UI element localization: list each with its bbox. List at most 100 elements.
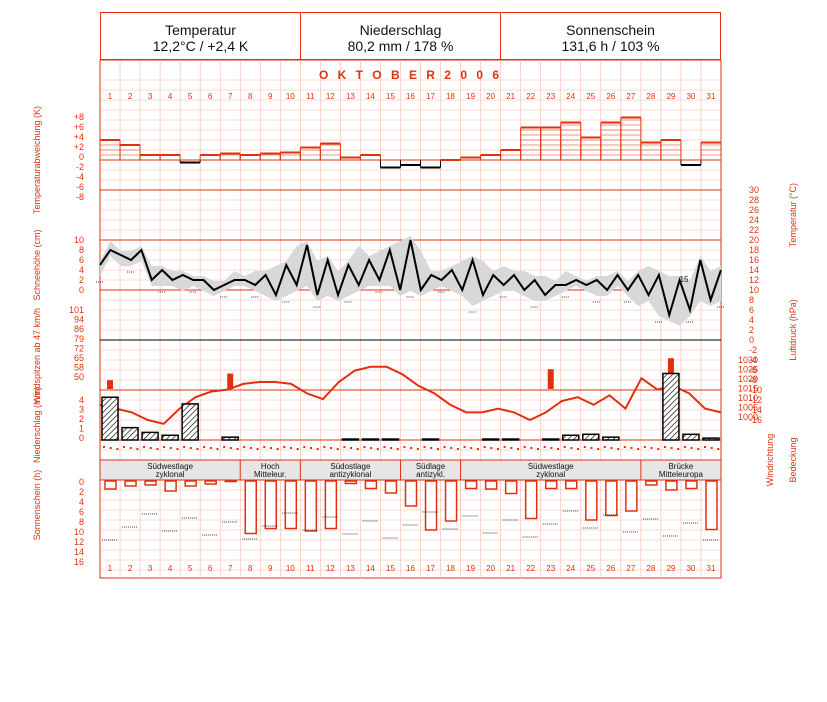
sunshine-bar bbox=[144, 480, 157, 486]
wind-dir-dot bbox=[363, 446, 366, 448]
wind-dir-dot bbox=[637, 448, 640, 450]
sunshine-bar bbox=[705, 480, 718, 531]
temp-dev-bar bbox=[480, 154, 502, 160]
wind-dir-dot bbox=[123, 446, 126, 448]
weather-type-label-1: Südlage bbox=[416, 462, 446, 471]
day-label-top: 28 bbox=[646, 92, 655, 101]
day-label-top: 26 bbox=[606, 92, 615, 101]
wind-tick: 94 bbox=[74, 315, 84, 325]
wind-dir-dot bbox=[376, 448, 379, 450]
wind-tick: 86 bbox=[74, 324, 84, 334]
wind-dir-dot bbox=[690, 447, 693, 449]
temp-dev-bar bbox=[680, 160, 702, 166]
wind-dir-dot bbox=[156, 448, 159, 450]
sunshine-bar bbox=[565, 480, 578, 490]
wind-dir-dot bbox=[623, 446, 626, 448]
temp-dev-axis-label: Temperaturabweichung (K) bbox=[32, 106, 42, 214]
weather-type-band bbox=[99, 459, 722, 481]
day-label-top: 6 bbox=[208, 92, 213, 101]
day-label-bottom: 22 bbox=[526, 564, 535, 573]
wind-gust-bar bbox=[547, 369, 554, 389]
wind-dir-dot bbox=[697, 448, 700, 450]
temp-dev-bar bbox=[620, 116, 642, 160]
temp-tick: 26 bbox=[749, 205, 759, 215]
wind-dir-dot bbox=[563, 446, 566, 448]
wind-dir-dot bbox=[383, 446, 386, 448]
day-label-bottom: 24 bbox=[566, 564, 575, 573]
wind-dir-dot bbox=[229, 447, 232, 449]
sunshine-bar bbox=[464, 480, 478, 490]
wind-dir-dot bbox=[436, 448, 439, 450]
temp-tick: -10 bbox=[749, 385, 762, 395]
sunshine-bar bbox=[284, 480, 298, 530]
temp-tick: -16 bbox=[749, 415, 762, 425]
sunshine-bar bbox=[264, 480, 278, 530]
temp-tick: 18 bbox=[749, 245, 759, 255]
pressure-tick: 1005 bbox=[738, 403, 758, 413]
temp-tick: 28 bbox=[749, 195, 759, 205]
precip-bar bbox=[561, 434, 580, 441]
temp-axis-label: Temperatur (°C) bbox=[788, 183, 798, 247]
wind-dir-dot bbox=[543, 446, 546, 448]
precip-bar bbox=[602, 436, 620, 441]
day-label-bottom: 9 bbox=[268, 564, 273, 573]
day-label-top: 29 bbox=[666, 92, 675, 101]
sunshine-bar bbox=[524, 480, 538, 520]
wind-dir-dot bbox=[483, 446, 486, 448]
weather-type-label-2: zyklonal bbox=[536, 470, 565, 479]
sun-axis-label: Sonnenschein (h) bbox=[32, 470, 42, 541]
wind-dir-dot bbox=[336, 448, 339, 450]
precip-bar bbox=[541, 438, 560, 441]
temp-range-band bbox=[100, 236, 721, 326]
weather-type-label-1: Brücke bbox=[668, 462, 693, 471]
temp-tick: 30 bbox=[749, 185, 759, 195]
day-label-bottom: 30 bbox=[686, 564, 695, 573]
wind-dir-dot bbox=[423, 446, 426, 448]
day-label-bottom: 5 bbox=[188, 564, 193, 573]
pressure-line bbox=[99, 365, 722, 425]
wind-dir-dot bbox=[537, 448, 540, 450]
sun-tick: 14 bbox=[74, 547, 84, 557]
wind-dir-dot bbox=[243, 446, 246, 448]
precip-bar bbox=[481, 438, 500, 441]
temp-dev-bar bbox=[399, 160, 422, 166]
temp-tick: -12 bbox=[749, 395, 762, 405]
pressure-axis-label: Luftdruck (hPa) bbox=[788, 299, 798, 361]
wind-dir-dot bbox=[643, 446, 646, 448]
wind-dir-dot bbox=[476, 448, 479, 450]
precip-value: 80,2 mm / 178 % bbox=[347, 38, 454, 54]
sunshine-bar bbox=[164, 480, 177, 492]
temp-dev-bar bbox=[580, 136, 602, 160]
temp-dev-bar bbox=[640, 141, 662, 160]
day-label-bottom: 29 bbox=[666, 564, 675, 573]
day-label-bottom: 4 bbox=[168, 564, 173, 573]
temp-tick: 22 bbox=[749, 225, 759, 235]
day-label-bottom: 25 bbox=[586, 564, 595, 573]
wind-gust-bar bbox=[227, 373, 234, 389]
sunshine-bar bbox=[625, 480, 638, 512]
wind-dir-dot bbox=[463, 446, 466, 448]
temp-dev-tick: -4 bbox=[76, 172, 84, 182]
sunshine-bar bbox=[384, 480, 398, 494]
wind-dir-dot bbox=[610, 447, 613, 449]
chart-frame bbox=[99, 59, 722, 579]
weather-type-label-1: Südwestlage bbox=[528, 462, 574, 471]
sunshine-bar bbox=[344, 480, 358, 485]
precip-bar bbox=[702, 437, 720, 441]
day-label-top: 12 bbox=[326, 92, 335, 101]
day-label-top: 14 bbox=[366, 92, 375, 101]
sun-title: Sonnenschein bbox=[566, 22, 655, 38]
sun-tick: 8 bbox=[79, 517, 84, 527]
temp-dev-bar bbox=[359, 154, 381, 160]
temp-tick: -2 bbox=[749, 345, 757, 355]
precip-bar bbox=[161, 434, 179, 441]
sun-tick: 12 bbox=[74, 537, 84, 547]
wind-dir-dot bbox=[456, 448, 459, 450]
temp-dev-bar bbox=[540, 126, 562, 160]
temp-value: 12,2°C / +2,4 K bbox=[152, 38, 249, 54]
sunshine-bar bbox=[544, 480, 558, 490]
wind-dir-dot bbox=[343, 446, 346, 448]
day-label-bottom: 18 bbox=[446, 564, 455, 573]
temp-dev-tick: +8 bbox=[74, 112, 84, 122]
